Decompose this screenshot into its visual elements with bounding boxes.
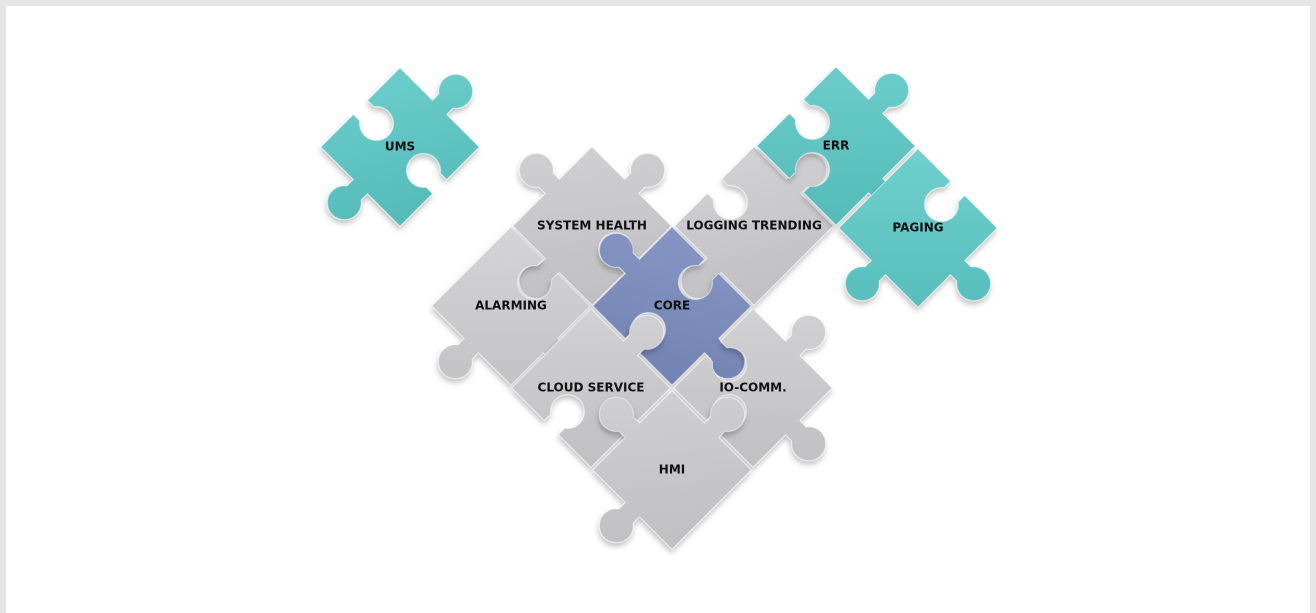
piece-label: HMI [659, 463, 685, 477]
piece-label: PAGING [892, 221, 943, 235]
puzzle-piece: UMS [293, 40, 508, 255]
piece-label: ERR [823, 139, 850, 153]
piece-label: ALARMING [475, 299, 547, 313]
puzzle-diagram: UMS SYSTEM HEALTH LOGGING TRENDING ERR PAGIN… [0, 0, 1316, 613]
piece-label: LOGGING TRENDING [686, 219, 822, 233]
piece-label: SYSTEM HEALTH [537, 219, 647, 233]
page: UMS SYSTEM HEALTH LOGGING TRENDING ERR PAGIN… [0, 0, 1316, 613]
piece-label: IO-COMM. [719, 381, 786, 395]
piece-label: UMS [385, 140, 415, 154]
piece-label: CORE [654, 299, 690, 313]
piece-label: CLOUD SERVICE [538, 381, 645, 395]
